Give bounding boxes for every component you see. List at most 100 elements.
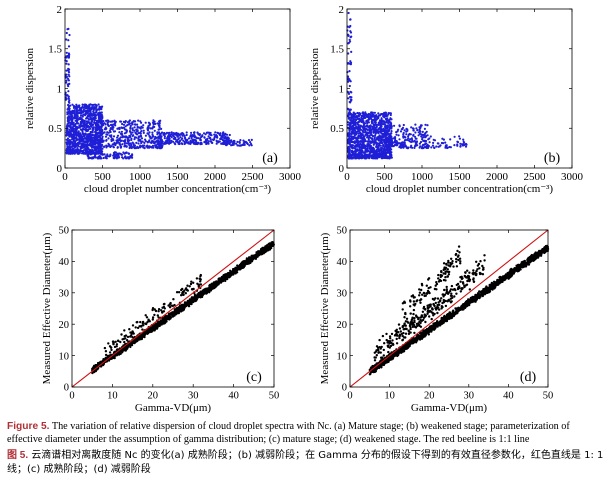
data-point	[95, 124, 98, 127]
data-point	[65, 79, 68, 82]
data-point	[372, 115, 376, 118]
data-point	[239, 139, 242, 142]
data-point	[182, 139, 185, 142]
data-point	[100, 133, 103, 136]
data-point	[85, 146, 88, 149]
data-point	[408, 132, 411, 136]
x-tick-label: 3000	[279, 171, 302, 183]
data-point	[354, 120, 357, 123]
data-point	[347, 151, 351, 154]
data-point	[123, 152, 126, 155]
data-point	[80, 125, 83, 128]
data-point	[118, 152, 121, 155]
data-point	[379, 136, 383, 139]
data-point	[372, 119, 375, 122]
data-point	[66, 142, 69, 145]
data-point	[67, 134, 71, 137]
data-point	[86, 136, 89, 139]
data-point	[69, 116, 72, 119]
data-point	[70, 126, 74, 129]
data-point	[379, 125, 382, 128]
data-point	[81, 150, 84, 153]
x-tick-label: 1000	[411, 171, 434, 183]
data-point	[350, 91, 353, 94]
data-point	[71, 103, 74, 106]
data-point	[100, 128, 103, 131]
data-point	[176, 140, 179, 144]
data-point	[462, 138, 465, 141]
data-point	[73, 130, 76, 133]
data-point	[187, 137, 191, 140]
data-point	[97, 103, 100, 106]
data-point	[380, 112, 384, 116]
data-point	[162, 133, 165, 136]
data-point	[228, 142, 231, 145]
data-point	[426, 124, 429, 127]
data-point	[107, 142, 110, 145]
data-point	[353, 147, 356, 150]
data-point	[386, 144, 389, 147]
x-tick-label: 500	[94, 171, 111, 183]
data-point	[382, 143, 385, 147]
data-point	[207, 142, 210, 145]
data-point	[65, 62, 68, 65]
data-point	[103, 153, 106, 156]
data-point	[170, 136, 173, 139]
data-point	[87, 128, 90, 131]
data-point	[68, 111, 71, 114]
data-point	[421, 147, 424, 150]
data-point	[90, 143, 94, 146]
data-point	[77, 144, 80, 148]
data-point	[408, 140, 411, 143]
data-point	[120, 130, 123, 133]
data-point	[431, 144, 435, 147]
data-point	[227, 138, 230, 141]
data-point	[89, 151, 92, 154]
data-point	[69, 152, 72, 155]
data-point	[403, 142, 406, 145]
data-point	[153, 129, 156, 132]
data-point	[422, 136, 425, 139]
data-point	[152, 140, 155, 143]
data-point	[157, 128, 160, 131]
data-point	[129, 142, 132, 145]
data-point	[120, 126, 123, 129]
data-point	[69, 130, 72, 133]
data-point	[347, 78, 350, 81]
data-point	[113, 130, 117, 133]
data-point	[100, 116, 103, 119]
data-point	[362, 131, 365, 134]
data-point	[463, 141, 466, 144]
data-point	[132, 142, 135, 145]
data-point	[135, 141, 138, 144]
data-point	[205, 141, 208, 144]
data-point	[184, 138, 187, 141]
data-point	[390, 118, 393, 121]
data-point	[97, 157, 100, 160]
data-point	[72, 106, 76, 109]
data-point	[356, 111, 359, 115]
data-point	[118, 139, 121, 142]
data-point	[350, 149, 354, 152]
data-point	[88, 135, 91, 138]
data-point	[95, 122, 98, 125]
data-point	[143, 141, 146, 144]
data-point	[91, 133, 94, 136]
data-point	[433, 146, 436, 149]
data-point	[79, 134, 82, 137]
data-point	[430, 146, 433, 149]
data-point	[165, 132, 168, 135]
data-point	[130, 133, 133, 136]
data-point	[412, 133, 415, 136]
data-point	[113, 143, 116, 146]
data-point	[127, 152, 130, 155]
data-point	[357, 114, 361, 117]
data-point	[110, 134, 113, 137]
data-point	[395, 140, 398, 143]
data-point	[390, 130, 393, 133]
data-point	[461, 143, 464, 146]
data-point	[350, 50, 353, 54]
data-point	[93, 151, 96, 154]
data-point	[73, 137, 76, 140]
data-point	[98, 128, 101, 131]
